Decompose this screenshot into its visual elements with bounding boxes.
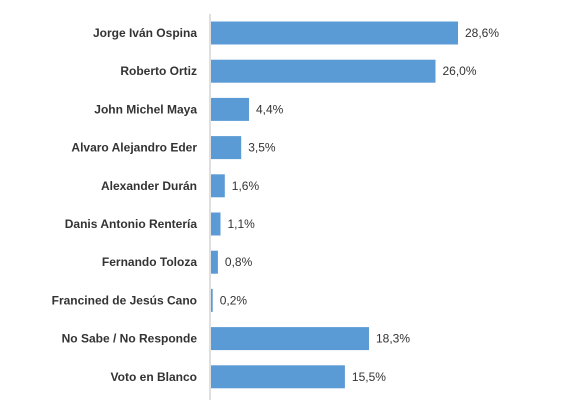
data-label: 3,5% — [248, 141, 276, 155]
data-label: 1,6% — [232, 179, 260, 193]
bar-series — [211, 21, 458, 389]
data-label: 1,1% — [228, 217, 256, 231]
category-label: Francined de Jesús Cano — [52, 293, 197, 307]
category-labels: Jorge Iván Ospina Roberto Ortiz John Miche… — [52, 26, 198, 384]
bar — [211, 59, 436, 83]
bar — [211, 327, 369, 351]
bar — [211, 365, 345, 389]
data-label: 26,0% — [443, 64, 477, 78]
data-label: 0,2% — [220, 293, 248, 307]
data-label: 18,3% — [376, 332, 410, 346]
category-label: Jorge Iván Ospina — [93, 26, 197, 40]
category-label: Alexander Durán — [101, 179, 197, 193]
bar — [211, 174, 225, 198]
bar — [211, 250, 218, 274]
bar — [211, 212, 221, 236]
bar — [211, 97, 249, 121]
bar — [211, 21, 458, 45]
data-label: 15,5% — [352, 370, 386, 384]
data-labels: 28,6% 26,0% 4,4% 3,5% 1,6% 1,1% 0,8% 0,2% 18,3% 1… — [220, 26, 500, 384]
data-label: 0,8% — [225, 255, 253, 269]
data-label: 4,4% — [256, 102, 284, 116]
category-label: John Michel Maya — [94, 102, 197, 116]
bar — [211, 288, 213, 312]
category-label: Fernando Toloza — [102, 255, 197, 269]
data-label: 28,6% — [465, 26, 499, 40]
category-label: No Sabe / No Responde — [62, 332, 198, 346]
bar — [211, 136, 242, 160]
category-label: Danis Antonio Rentería — [65, 217, 198, 231]
category-label: Roberto Ortiz — [120, 64, 197, 78]
category-label: Voto en Blanco — [111, 370, 197, 384]
category-label: Alvaro Alejandro Eder — [71, 141, 197, 155]
